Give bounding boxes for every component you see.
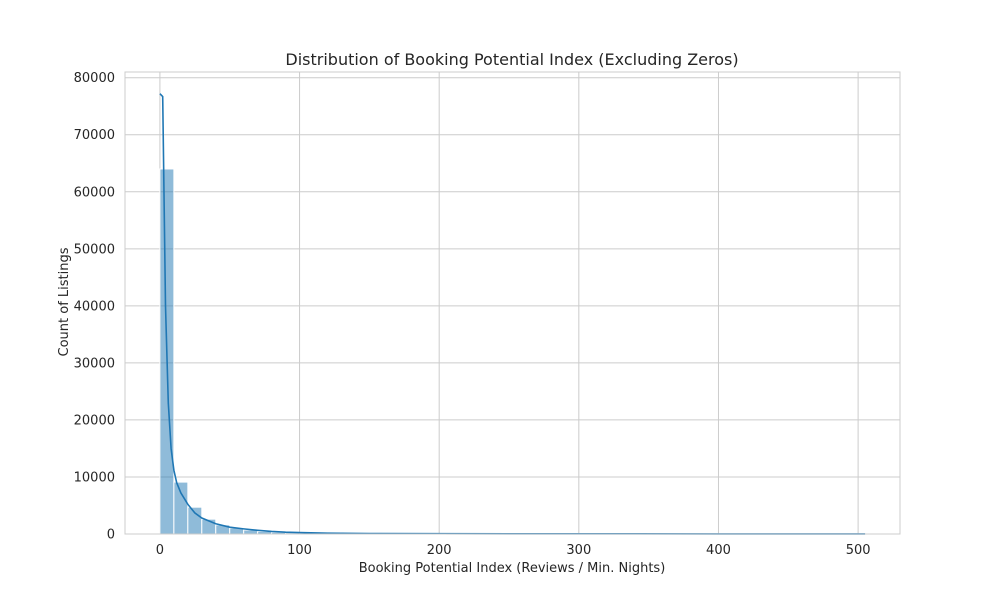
y-tick-label: 50000 <box>74 242 115 257</box>
histogram-bar <box>187 506 203 535</box>
y-tick-label: 60000 <box>74 185 115 200</box>
chart-title: Distribution of Booking Potential Index … <box>285 50 738 69</box>
x-tick-label: 400 <box>706 543 731 558</box>
x-tick-label: 0 <box>156 543 164 558</box>
x-tick-label: 500 <box>846 543 871 558</box>
grid <box>125 72 900 535</box>
y-tick-label: 70000 <box>74 128 115 143</box>
x-tick-labels: 0 100 200 300 400 500 <box>156 543 871 558</box>
x-tick-label: 200 <box>427 543 452 558</box>
histogram-bar <box>173 481 189 535</box>
x-tick-label: 300 <box>566 543 591 558</box>
x-tick-label: 100 <box>287 543 312 558</box>
y-tick-labels: 0 10000 20000 30000 40000 50000 60000 70000 8000… <box>74 71 115 542</box>
y-tick-label: 20000 <box>74 413 115 428</box>
y-tick-label: 30000 <box>74 356 115 371</box>
kde-curve-layer <box>159 93 866 535</box>
plot-frame <box>124 71 901 535</box>
x-axis-label: Booking Potential Index (Reviews / Min. … <box>359 561 666 576</box>
y-tick-label: 0 <box>107 528 115 543</box>
y-tick-label: 10000 <box>74 470 115 485</box>
kde-curve <box>159 93 866 535</box>
y-axis-label: Count of Listings <box>57 247 72 356</box>
y-tick-label: 40000 <box>74 299 115 314</box>
bars <box>159 168 873 535</box>
y-tick-label: 80000 <box>74 71 115 86</box>
